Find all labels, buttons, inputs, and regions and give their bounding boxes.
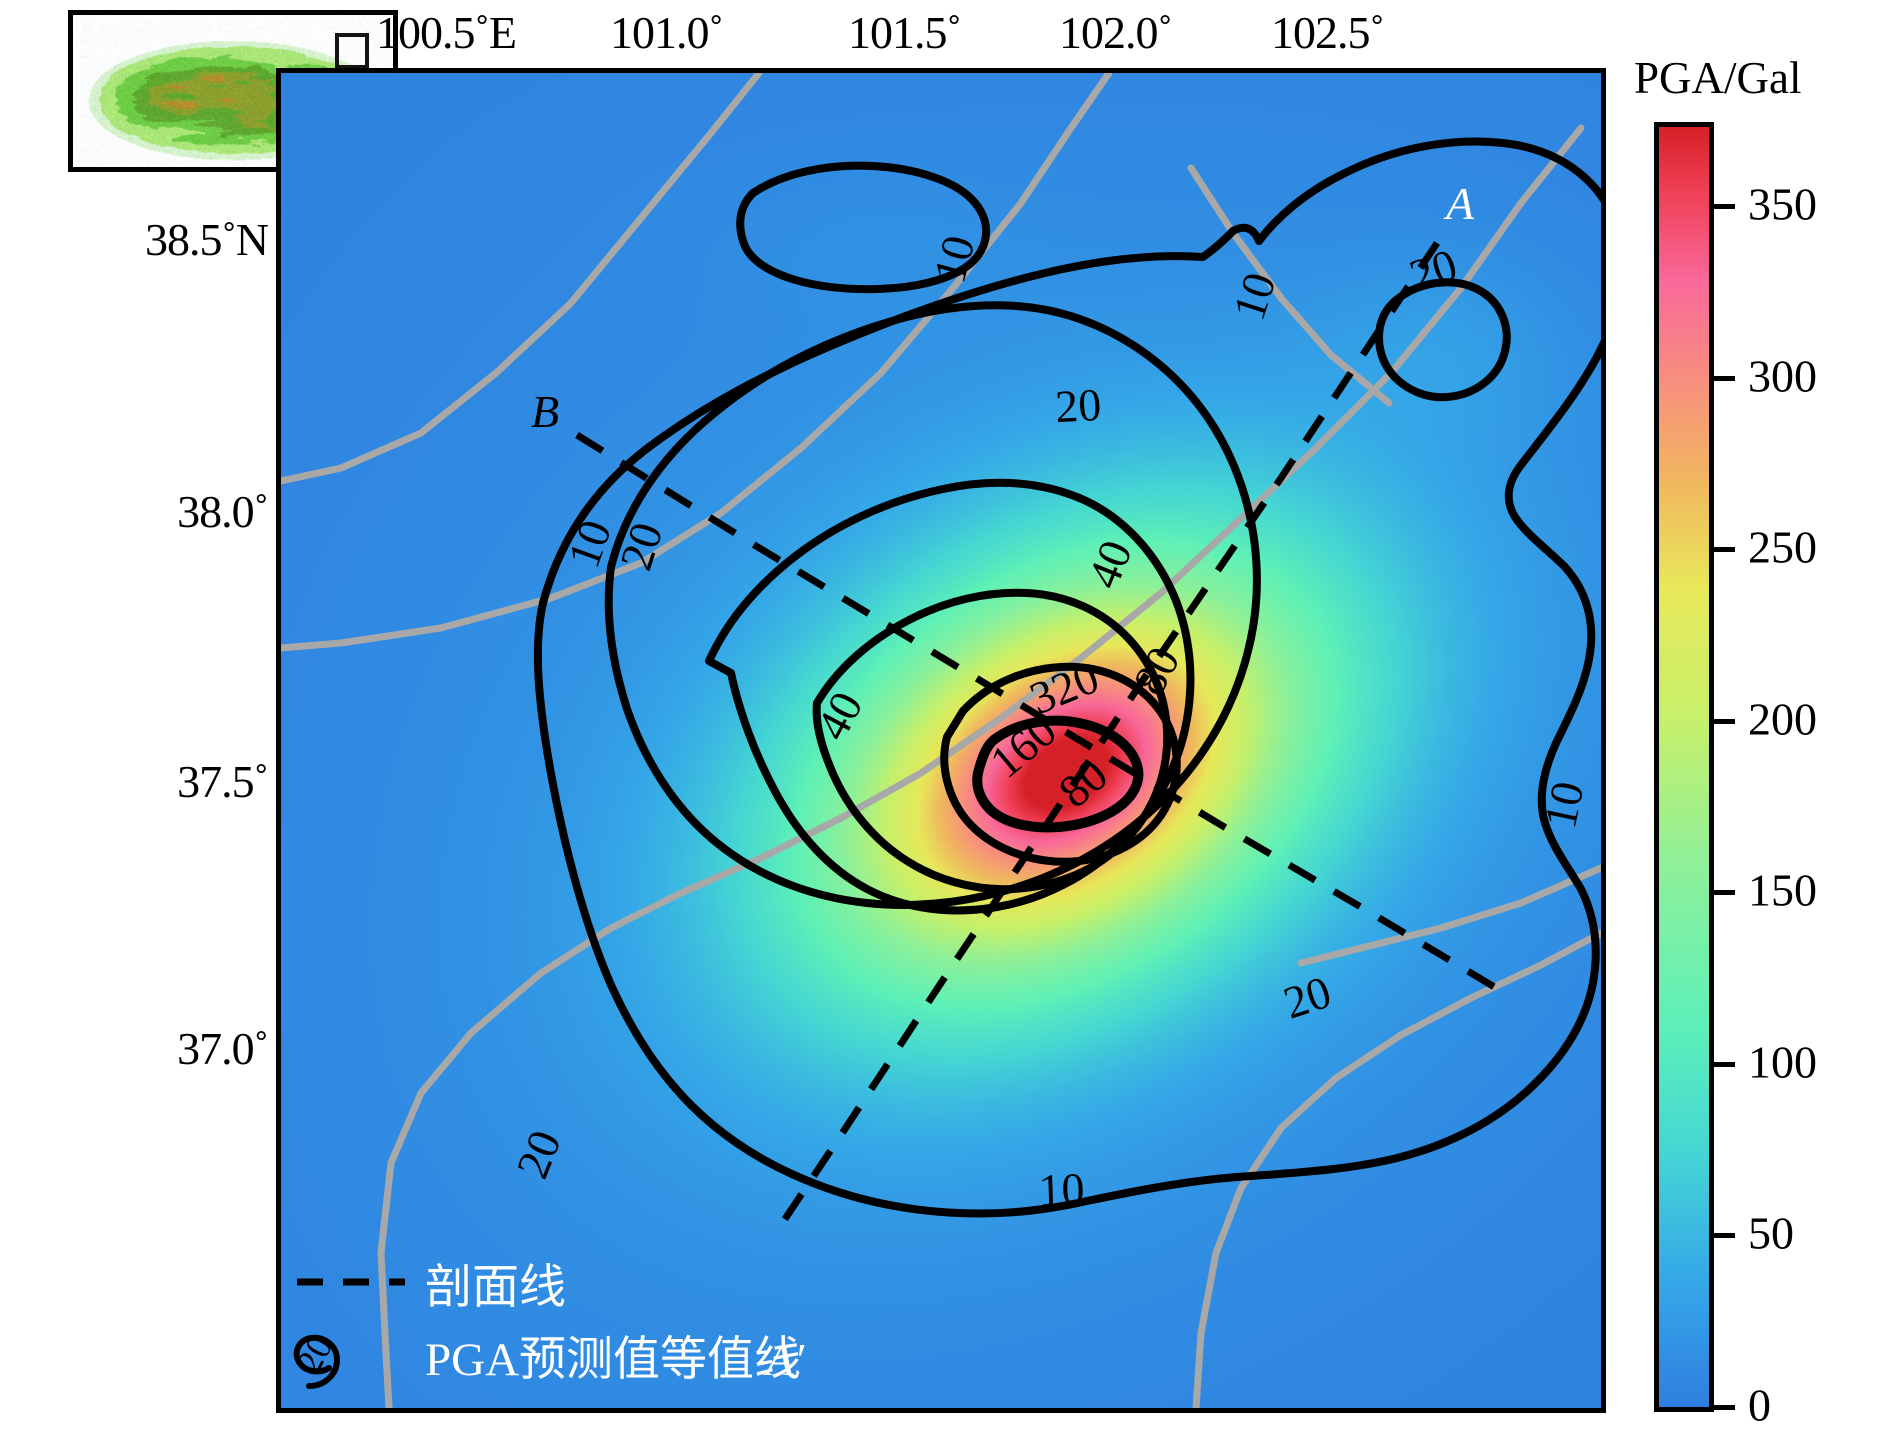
x-tick-label: 100.5˚E (376, 7, 517, 58)
contour-label: 40 (806, 683, 873, 748)
contour-label: 20 (506, 1123, 571, 1185)
pga-contour-lines (533, 137, 1601, 1218)
contour-label: 10 (1223, 266, 1286, 326)
colorbar-tick-label: 200 (1748, 693, 1817, 745)
contour-label: 20 (610, 516, 673, 576)
colorbar-tick (1709, 1405, 1735, 1410)
colorbar-tick-label: 350 (1748, 178, 1817, 230)
contour-label: 40 (1077, 533, 1142, 595)
profile-lines (575, 241, 1503, 1227)
colorbar-title: PGA/Gal (1634, 53, 1802, 103)
colorbar (1654, 122, 1714, 1412)
colorbar-tick-label: 0 (1748, 1379, 1771, 1431)
fault-lines (281, 73, 1601, 1408)
x-tick-label: 102.5˚ (1271, 7, 1385, 58)
profile-endpoint-label-A: A (1443, 178, 1475, 229)
map-vector-overlay: 10 10 20 20 10 20 40 80 320 40 160 80 10… (281, 73, 1601, 1408)
colorbar-tick (1709, 890, 1735, 895)
pga-contour-map: 10 10 20 20 10 20 40 80 320 40 160 80 10… (276, 68, 1606, 1413)
colorbar-tick (1709, 547, 1735, 552)
contour-label: 10 (1534, 777, 1593, 833)
colorbar-tick (1709, 1062, 1735, 1067)
contour-label: 20 (1054, 379, 1103, 432)
pga-raster (281, 73, 1601, 1408)
dashed-line-icon (291, 1252, 411, 1312)
contour-label: 10 (1038, 1163, 1086, 1216)
legend-item-contour: 20 PGA预测值等值线 (288, 1318, 991, 1390)
colorbar-tick (1709, 204, 1735, 209)
contour-label: 20 (1277, 966, 1337, 1029)
colorbar-tick-label: 250 (1748, 521, 1817, 573)
x-tick-label: 101.5˚ (848, 7, 962, 58)
colorbar-tick-label: 300 (1748, 350, 1817, 402)
y-tick-label: 37.0˚ (177, 1023, 269, 1074)
y-tick-label: 38.0˚ (177, 486, 269, 537)
y-tick-label: 38.5˚N (144, 214, 269, 265)
colorbar-tick-label: 150 (1748, 864, 1817, 916)
legend-item-profile-line: 剖面线 (291, 1246, 991, 1318)
colorbar-tick (1709, 1233, 1735, 1238)
legend-label-profile-line: 剖面线 (425, 1261, 566, 1314)
y-tick-label: 37.5˚ (177, 756, 269, 807)
profile-line-BB (575, 432, 1503, 995)
profile-endpoint-label-B: B (531, 386, 559, 437)
colorbar-tick (1709, 376, 1735, 381)
colorbar-tick (1709, 719, 1735, 724)
profile-line-AA (778, 241, 1440, 1227)
colorbar-tick-label: 100 (1748, 1036, 1817, 1088)
profile-endpoint-label-A-prime: A′ (763, 1334, 805, 1385)
colorbar-gradient (1659, 127, 1709, 1407)
contour-line-icon: 20 (288, 1324, 411, 1389)
inset-study-area-box (335, 33, 369, 69)
legend-label-contour: PGA预测值等值线 (425, 1333, 802, 1386)
colorbar-tick-label: 50 (1748, 1207, 1794, 1259)
map-legend: 剖面线 20 PGA预测值等值线 (288, 1246, 991, 1390)
x-tick-label: 102.0˚ (1059, 7, 1173, 58)
x-tick-label: 101.0˚ (610, 7, 724, 58)
